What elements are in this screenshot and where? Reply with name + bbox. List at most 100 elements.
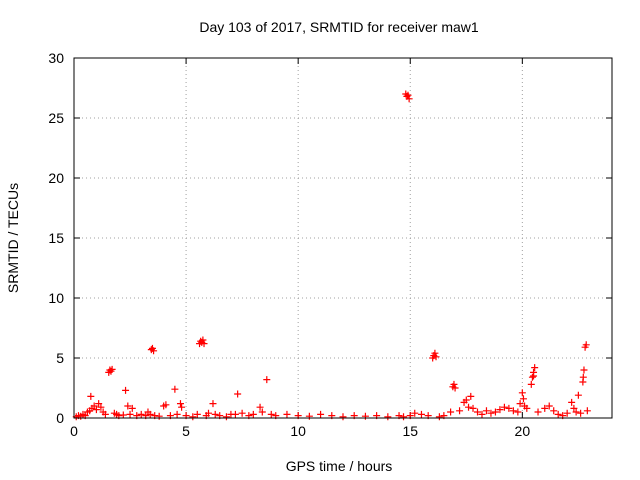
data-point — [554, 410, 562, 418]
data-point — [90, 402, 98, 410]
data-point — [200, 340, 208, 348]
data-point — [173, 410, 181, 418]
data-point — [527, 380, 535, 388]
data-point — [411, 409, 419, 417]
y-axis-label: SRMTID / TECUs — [5, 183, 21, 293]
data-point — [577, 409, 585, 417]
data-point — [474, 408, 481, 416]
data-point — [465, 403, 473, 411]
data-point — [404, 91, 412, 99]
plot-frame — [73, 57, 613, 419]
data-point — [572, 408, 580, 416]
x-axis-label: GPS time / hours — [286, 458, 393, 474]
data-point — [222, 413, 230, 421]
data-point — [155, 412, 163, 420]
data-point — [178, 403, 186, 411]
data-point — [150, 347, 158, 355]
y-tick-label: 0 — [56, 410, 64, 426]
data-point — [162, 401, 170, 409]
data-point — [417, 410, 425, 418]
data-point — [574, 391, 582, 399]
x-tick-label: 15 — [402, 423, 418, 439]
data-point — [267, 410, 275, 418]
data-point — [400, 413, 408, 421]
data-point — [451, 384, 459, 392]
data-point — [97, 403, 105, 411]
y-tick-label: 10 — [48, 290, 64, 306]
data-point — [317, 410, 325, 418]
data-point — [432, 353, 440, 361]
data-point — [435, 413, 443, 421]
data-point — [519, 395, 527, 403]
data-point — [171, 385, 179, 393]
grid-lines — [74, 58, 612, 418]
y-tick-label: 20 — [48, 170, 64, 186]
data-point — [496, 406, 504, 414]
data-point — [550, 407, 558, 415]
data-point — [534, 408, 542, 416]
x-tick-label: 10 — [290, 423, 306, 439]
data-point — [583, 407, 591, 415]
data-point — [530, 372, 538, 380]
data-point — [205, 409, 212, 417]
data-point — [209, 400, 217, 408]
data-point — [570, 404, 578, 412]
data-point — [514, 408, 522, 416]
data-point — [92, 406, 100, 414]
data-point — [580, 366, 588, 374]
data-point — [122, 386, 130, 394]
x-tick-label: 20 — [515, 423, 531, 439]
data-point — [193, 410, 201, 418]
data-point — [541, 404, 549, 412]
data-point — [189, 413, 197, 421]
data-point — [505, 404, 513, 412]
data-point — [563, 409, 571, 417]
data-point — [482, 407, 490, 415]
y-tick-label: 15 — [48, 230, 64, 246]
data-point — [95, 400, 103, 408]
data-point — [384, 413, 392, 421]
data-point — [582, 341, 590, 349]
data-point — [491, 408, 499, 416]
data-point — [523, 404, 531, 412]
x-tick-label: 0 — [70, 423, 78, 439]
data-points — [72, 90, 591, 421]
data-point — [531, 364, 539, 372]
data-point — [467, 392, 475, 400]
data-point — [283, 410, 291, 418]
data-point — [447, 408, 455, 416]
data-point — [238, 409, 246, 417]
y-tick-label: 30 — [48, 50, 64, 66]
data-point — [119, 411, 127, 419]
data-point — [568, 398, 576, 406]
data-point — [176, 400, 184, 408]
data-point — [431, 349, 439, 357]
data-point — [469, 404, 477, 412]
data-point — [108, 365, 116, 373]
data-point — [249, 410, 257, 418]
data-point — [256, 403, 264, 411]
data-point — [231, 410, 239, 418]
data-point — [518, 389, 526, 397]
chart-title: Day 103 of 2017, SRMTID for receiver maw… — [199, 19, 479, 35]
data-point — [339, 413, 347, 421]
data-point — [258, 408, 266, 416]
data-point — [146, 410, 154, 418]
data-point — [234, 390, 242, 398]
data-point — [528, 373, 536, 381]
data-point — [456, 407, 464, 415]
data-point — [305, 412, 313, 420]
data-point — [124, 402, 132, 410]
data-point — [137, 410, 145, 418]
data-point — [126, 410, 134, 418]
data-point — [405, 95, 413, 103]
data-point — [263, 376, 271, 384]
data-point — [199, 336, 207, 344]
data-point — [450, 380, 458, 388]
y-tick-label: 25 — [48, 110, 64, 126]
data-point — [478, 410, 486, 418]
data-point — [128, 404, 136, 412]
data-point — [500, 403, 508, 411]
data-point — [211, 410, 219, 418]
